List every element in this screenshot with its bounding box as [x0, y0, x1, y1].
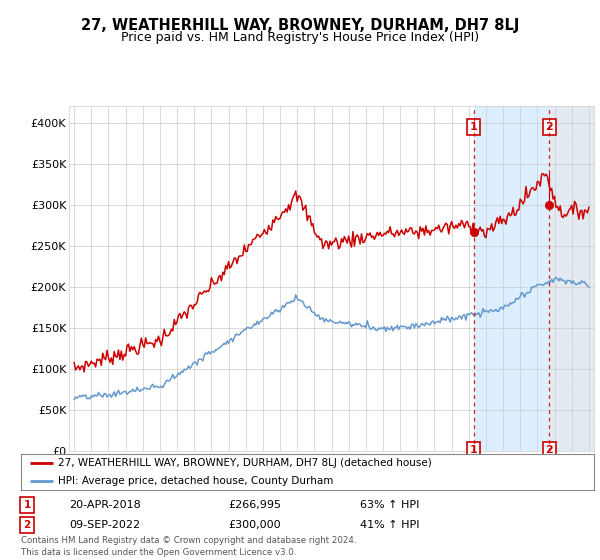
- Text: 41% ↑ HPI: 41% ↑ HPI: [360, 520, 419, 530]
- Text: 1: 1: [470, 445, 478, 455]
- Text: Contains HM Land Registry data © Crown copyright and database right 2024.
This d: Contains HM Land Registry data © Crown c…: [21, 536, 356, 557]
- Text: 1: 1: [470, 122, 478, 132]
- Text: 2: 2: [545, 445, 553, 455]
- Bar: [549, 106, 594, 451]
- Text: 2: 2: [23, 520, 31, 530]
- Bar: [474, 106, 594, 451]
- Text: 63% ↑ HPI: 63% ↑ HPI: [360, 500, 419, 510]
- Text: 09-SEP-2022: 09-SEP-2022: [69, 520, 140, 530]
- Text: Price paid vs. HM Land Registry's House Price Index (HPI): Price paid vs. HM Land Registry's House …: [121, 31, 479, 44]
- Text: £266,995: £266,995: [228, 500, 281, 510]
- Text: 2: 2: [545, 122, 553, 132]
- Text: HPI: Average price, detached house, County Durham: HPI: Average price, detached house, Coun…: [58, 475, 334, 486]
- Text: 1: 1: [23, 500, 31, 510]
- Text: 27, WEATHERHILL WAY, BROWNEY, DURHAM, DH7 8LJ (detached house): 27, WEATHERHILL WAY, BROWNEY, DURHAM, DH…: [58, 458, 432, 468]
- Text: 20-APR-2018: 20-APR-2018: [69, 500, 141, 510]
- Text: 27, WEATHERHILL WAY, BROWNEY, DURHAM, DH7 8LJ: 27, WEATHERHILL WAY, BROWNEY, DURHAM, DH…: [81, 18, 519, 33]
- Text: £300,000: £300,000: [228, 520, 281, 530]
